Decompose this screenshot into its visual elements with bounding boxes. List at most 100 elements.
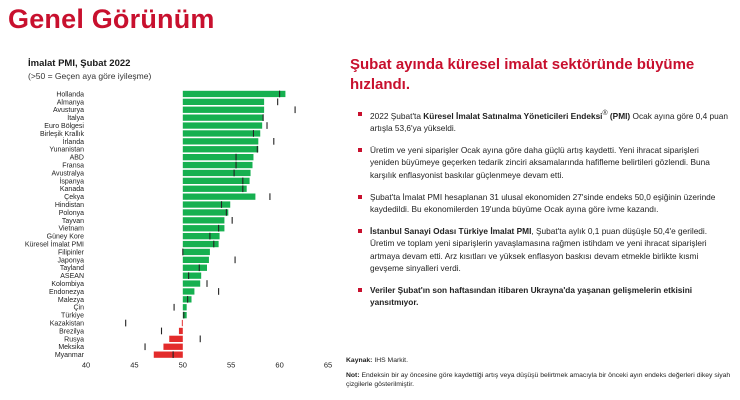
bar-8 bbox=[182, 146, 259, 153]
x-tick-label-5: 60 bbox=[275, 361, 283, 370]
bar-15 bbox=[182, 201, 231, 208]
bar-19 bbox=[182, 233, 220, 240]
x-tick-label-3: 50 bbox=[179, 361, 187, 370]
bar-7 bbox=[182, 138, 259, 145]
bar-11 bbox=[182, 169, 251, 177]
category-label-2: Almanya bbox=[57, 99, 84, 106]
category-label-28: Çin bbox=[73, 305, 84, 312]
category-label-10: Fransa bbox=[62, 162, 84, 169]
source-text: IHS Markit. bbox=[372, 357, 408, 364]
category-label-7: İrlanda bbox=[63, 137, 85, 146]
bullet-item: Üretim ve yeni siparişler Ocak ayına gör… bbox=[356, 144, 728, 181]
note-text: Endeksin bir ay öncesine göre kaydettiği… bbox=[346, 372, 731, 388]
bar-28 bbox=[182, 304, 187, 311]
note-label: Not: bbox=[346, 372, 360, 379]
category-label-23: Tayland bbox=[60, 265, 84, 272]
category-label-12: İspanya bbox=[59, 176, 84, 185]
registered-mark: ® bbox=[602, 110, 608, 117]
category-label-26: Endonezya bbox=[49, 289, 84, 296]
category-label-18: Vietnam bbox=[58, 226, 84, 233]
category-label-15: Hindistan bbox=[55, 202, 84, 209]
category-label-32: Rusya bbox=[64, 336, 84, 343]
bullet-list: 2022 Şubat'ta Küresel İmalat Satınalma Y… bbox=[356, 108, 728, 318]
bullet-text: Veriler Şubat'ın son haftasından itibare… bbox=[370, 285, 693, 308]
bullet-text: Üretim ve yeni siparişler Ocak ayına gör… bbox=[370, 145, 710, 180]
category-label-9: ABD bbox=[70, 155, 84, 162]
category-label-34: Myanmar bbox=[55, 352, 85, 359]
category-label-5: Euro Bölgesi bbox=[44, 123, 84, 130]
category-label-24: ASEAN bbox=[60, 273, 84, 280]
bar-17 bbox=[182, 217, 225, 224]
category-label-19: Güney Kore bbox=[47, 234, 84, 241]
bar-32 bbox=[169, 335, 183, 342]
bar-1 bbox=[182, 90, 286, 98]
bar-33 bbox=[163, 343, 183, 350]
bar-6 bbox=[182, 130, 261, 137]
footnotes: Kaynak: IHS Markit. Not: Endeksin bir ay… bbox=[346, 356, 731, 389]
bar-30 bbox=[181, 319, 183, 327]
bar-16 bbox=[182, 209, 229, 216]
bar-31 bbox=[178, 327, 183, 335]
category-label-30: Kazakistan bbox=[50, 320, 84, 327]
x-tick-label-6: 65 bbox=[324, 361, 332, 370]
bar-14 bbox=[182, 193, 256, 200]
category-label-14: Çekya bbox=[64, 194, 84, 201]
bar-3 bbox=[182, 106, 265, 113]
category-label-29: Türkiye bbox=[61, 313, 84, 320]
bullet-item: Şubat'ta İmalat PMI hesaplanan 31 ulusal… bbox=[356, 191, 728, 215]
category-label-25: Kolombiya bbox=[51, 281, 84, 288]
bar-24 bbox=[182, 272, 202, 279]
source-label: Kaynak: bbox=[346, 357, 373, 364]
bar-13 bbox=[182, 185, 247, 192]
bar-34 bbox=[153, 351, 183, 358]
x-tick-label-1: 40 bbox=[82, 361, 90, 370]
bar-18 bbox=[182, 225, 225, 232]
bar-21 bbox=[182, 248, 210, 256]
bullet-text: Şubat'ta İmalat PMI hesaplanan 31 ulusal… bbox=[370, 191, 716, 214]
category-label-22: Japonya bbox=[58, 257, 85, 264]
bar-26 bbox=[182, 288, 195, 295]
category-label-6: Birleşik Krallık bbox=[40, 131, 84, 138]
bar-23 bbox=[182, 264, 207, 271]
category-label-16: Polonya bbox=[59, 210, 84, 217]
bar-4 bbox=[182, 114, 264, 121]
bullet-emphasis: İstanbul Sanayi Odası Türkiye İmalat PMI bbox=[370, 226, 532, 237]
x-tick-label-4: 55 bbox=[227, 361, 235, 370]
bar-29 bbox=[182, 312, 187, 319]
bullet-emphasis: (PMI) bbox=[607, 110, 631, 121]
bar-5 bbox=[182, 122, 263, 129]
chart-title: İmalat PMI, Şubat 2022 bbox=[28, 58, 131, 69]
category-label-13: Kanada bbox=[60, 186, 84, 193]
bar-12 bbox=[182, 177, 250, 184]
bullet-text: Ocak ayına göre 0,4 puan artışla 53,6'ya… bbox=[370, 110, 728, 133]
headline: Şubat ayında küresel imalat sektöründe b… bbox=[350, 56, 695, 93]
bullet-text: 2022 Şubat'ta bbox=[370, 110, 424, 121]
x-tick-label-2: 45 bbox=[130, 361, 138, 370]
category-label-27: Malezya bbox=[58, 297, 84, 304]
bullet-text: , Şubat'ta aylık 0,1 puan düşüşle 50,4'e… bbox=[370, 226, 708, 273]
bar-20 bbox=[182, 240, 219, 248]
method-note: Not: Endeksin bir ay öncesine göre kayde… bbox=[346, 371, 731, 389]
category-label-4: İtalya bbox=[67, 113, 84, 122]
bullet-item: 2022 Şubat'ta Küresel İmalat Satınalma Y… bbox=[356, 108, 728, 134]
category-label-17: Tayvan bbox=[62, 218, 84, 225]
chart-subtitle: (>50 = Geçen aya göre iyileşme) bbox=[28, 71, 152, 81]
category-label-11: Avustralya bbox=[51, 170, 84, 177]
category-label-8: Yunanistan bbox=[49, 147, 84, 154]
bar-22 bbox=[182, 256, 209, 263]
bullet-item: Veriler Şubat'ın son haftasından itibare… bbox=[356, 284, 728, 308]
bar-10 bbox=[182, 161, 253, 169]
bar-25 bbox=[182, 280, 201, 287]
category-label-1: Hollanda bbox=[56, 91, 84, 98]
category-label-21: Filipinler bbox=[58, 249, 85, 256]
bullet-item: İstanbul Sanayi Odası Türkiye İmalat PMI… bbox=[356, 225, 728, 274]
category-label-20: Küresel İmalat PMI bbox=[25, 239, 84, 248]
bar-2 bbox=[182, 98, 265, 105]
bar-9 bbox=[182, 154, 254, 161]
category-label-33: Meksika bbox=[58, 344, 84, 351]
bullet-emphasis: Küresel İmalat Satınalma Yöneticileri En… bbox=[423, 110, 603, 121]
category-label-31: Brezilya bbox=[59, 328, 84, 335]
category-label-3: Avusturya bbox=[53, 107, 84, 114]
source-note: Kaynak: IHS Markit. bbox=[346, 356, 731, 365]
